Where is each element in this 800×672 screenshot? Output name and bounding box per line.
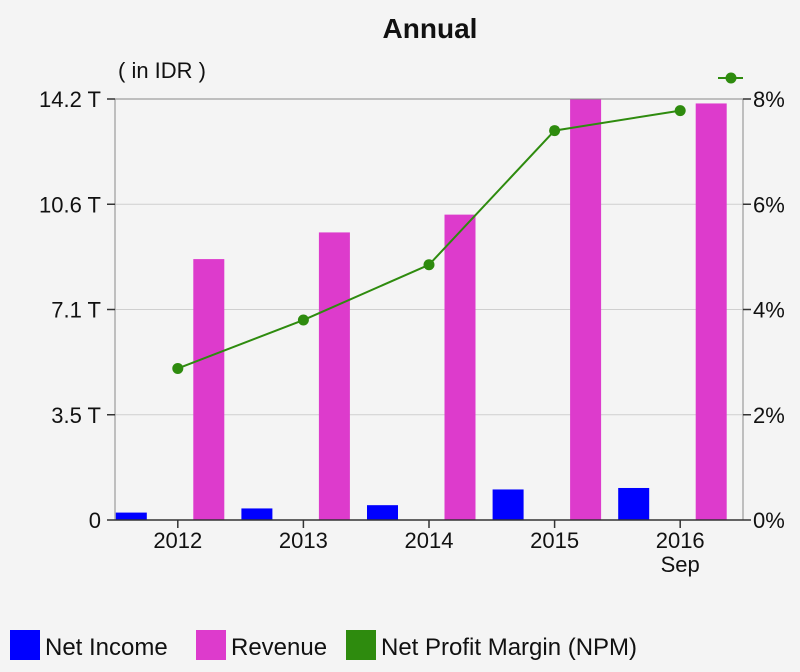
bar-revenue bbox=[193, 259, 225, 520]
bar-revenue bbox=[318, 232, 350, 520]
bar-revenue bbox=[444, 214, 476, 520]
left-tick-label: 7.1 T bbox=[51, 298, 101, 323]
left-tick-label: 10.6 T bbox=[39, 192, 101, 217]
x-tick-label: Sep bbox=[661, 552, 700, 577]
legend-label: Net Profit Margin (NPM) bbox=[381, 634, 637, 661]
unit-label: ( in IDR ) bbox=[118, 58, 206, 83]
npm-line bbox=[172, 105, 686, 374]
npm-point bbox=[549, 125, 561, 137]
legend-swatch bbox=[10, 630, 40, 660]
right-tick-label: 2% bbox=[753, 403, 785, 428]
npm-point bbox=[297, 314, 309, 326]
legend-swatch bbox=[346, 630, 376, 660]
npm-point bbox=[172, 362, 184, 374]
right-tick-label: 6% bbox=[753, 192, 785, 217]
x-tick-label: 2015 bbox=[530, 528, 579, 553]
bar-revenue bbox=[570, 99, 602, 520]
line-marker-dot bbox=[725, 72, 737, 84]
left-axis-ticks: 0 3.5 T 7.1 T 10.6 T 14.2 T bbox=[39, 87, 115, 533]
x-tick-label: 2014 bbox=[405, 528, 454, 553]
x-tick-label: 2012 bbox=[153, 528, 202, 553]
right-axis-ticks: 0% 2% 4% 6% 8% bbox=[743, 87, 785, 533]
left-tick-label: 14.2 T bbox=[39, 87, 101, 112]
npm-point bbox=[674, 105, 686, 117]
chart-title: Annual bbox=[383, 13, 478, 44]
x-tick-label: 2013 bbox=[279, 528, 328, 553]
bar-net-income bbox=[618, 487, 650, 520]
bar-net-income bbox=[241, 508, 273, 520]
bar-net-income bbox=[115, 512, 147, 520]
legend-label: Revenue bbox=[231, 634, 327, 661]
legend-swatch bbox=[196, 630, 226, 660]
bar-revenue bbox=[695, 103, 727, 521]
left-tick-label: 3.5 T bbox=[51, 403, 101, 428]
bars bbox=[115, 99, 727, 521]
bar-net-income bbox=[492, 489, 524, 520]
legend: Net Income Revenue Net Profit Margin (NPM) bbox=[10, 630, 637, 661]
bar-net-income bbox=[367, 505, 398, 520]
npm-line-path bbox=[177, 109, 681, 370]
right-tick-label: 4% bbox=[753, 298, 785, 323]
npm-point bbox=[423, 259, 435, 271]
line-marker-legend bbox=[718, 72, 743, 84]
x-tick-label: 2016 bbox=[656, 528, 705, 553]
legend-label: Net Income bbox=[45, 634, 168, 661]
right-tick-label: 8% bbox=[753, 87, 785, 112]
left-tick-label: 0 bbox=[89, 508, 101, 533]
right-tick-label: 0% bbox=[753, 508, 785, 533]
